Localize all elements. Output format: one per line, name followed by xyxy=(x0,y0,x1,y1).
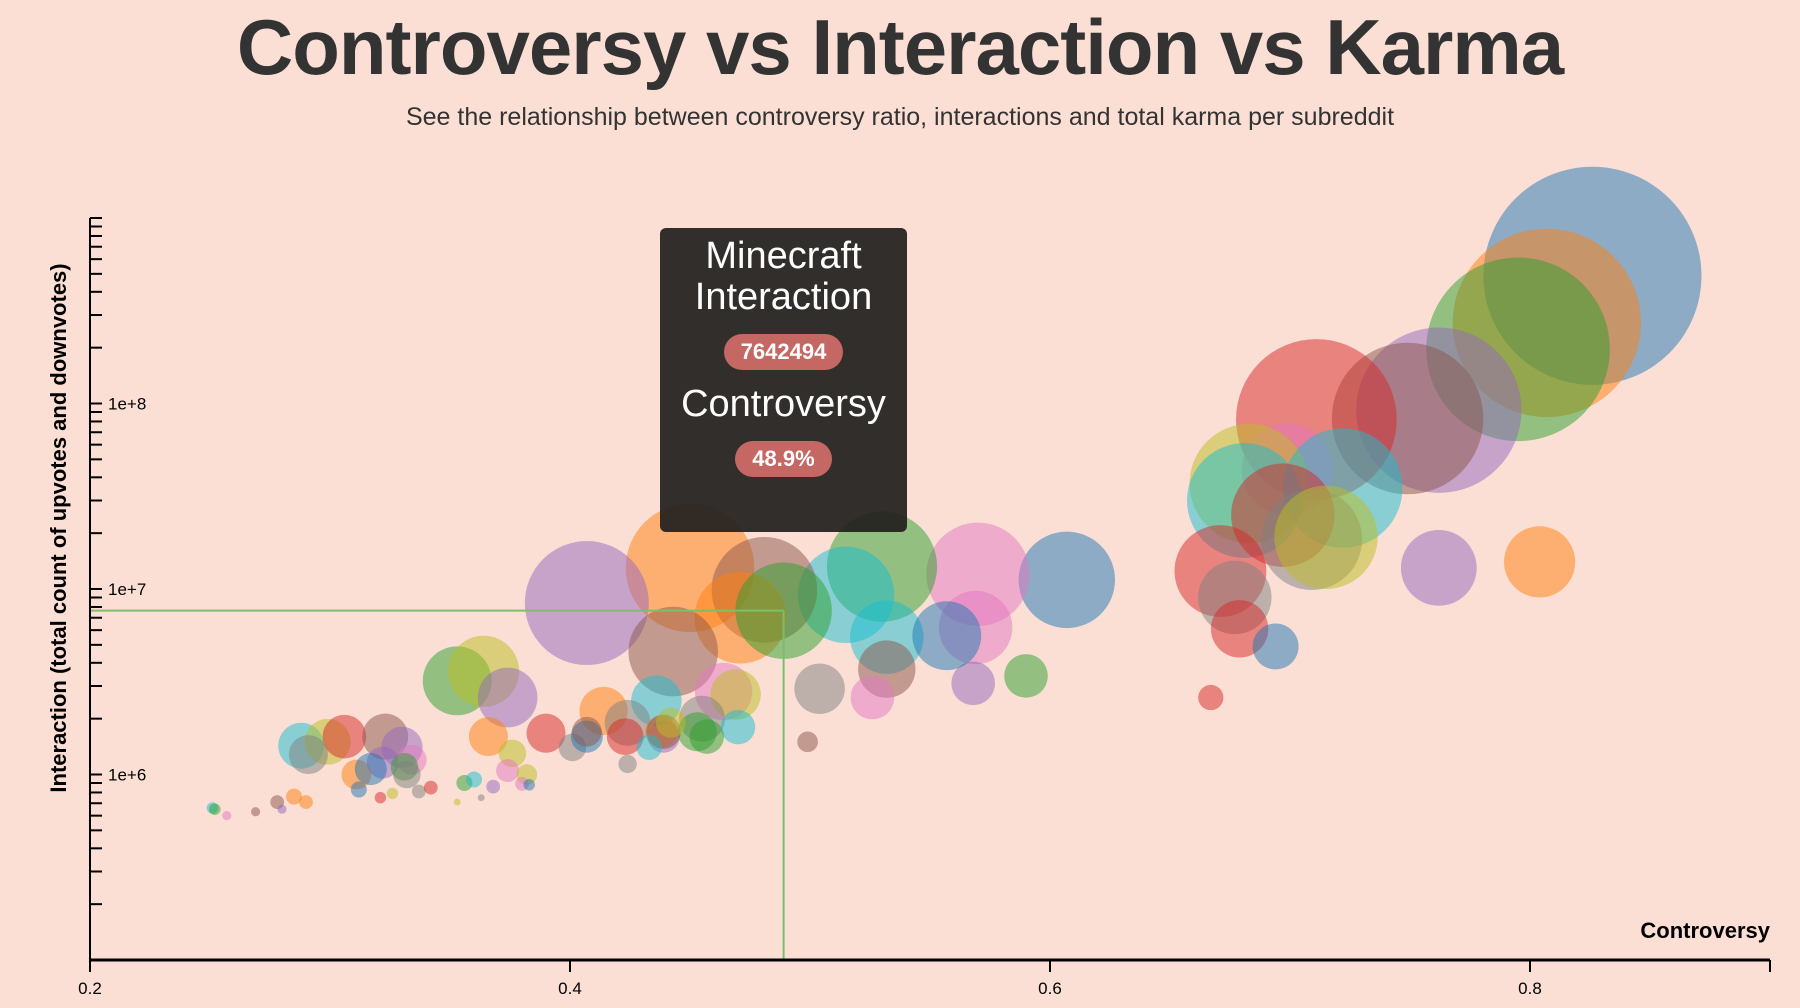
bubble-point[interactable] xyxy=(636,734,662,761)
tooltip-controversy-label: Controversy xyxy=(681,383,886,425)
x-tick-label: 0.4 xyxy=(558,979,582,998)
tooltip-controversy-value: 48.9% xyxy=(735,441,832,477)
bubble-point[interactable] xyxy=(689,719,725,754)
bubble-point[interactable] xyxy=(411,784,426,799)
bubble-point[interactable] xyxy=(523,779,535,791)
y-axis-label: Interaction (total count of upvotes and … xyxy=(46,263,71,792)
bubble-point[interactable] xyxy=(1004,654,1048,698)
bubble-point[interactable] xyxy=(222,811,232,821)
y-tick-label: 1e+6 xyxy=(108,766,146,785)
tooltip-interaction-label: Interaction xyxy=(694,276,873,318)
bubble-point[interactable] xyxy=(794,663,845,714)
x-axis: 0.2 0.4 0.6 0.8 xyxy=(78,958,1771,998)
bubble-point[interactable] xyxy=(850,675,895,720)
bubble-point[interactable] xyxy=(606,718,644,756)
bubble-point[interactable] xyxy=(951,661,996,706)
x-tick-label: 0.2 xyxy=(78,979,102,998)
bubble-point[interactable] xyxy=(465,771,483,788)
bubble-point[interactable] xyxy=(912,601,982,671)
bubble-point[interactable] xyxy=(1018,531,1116,629)
bubble-point[interactable] xyxy=(628,606,718,697)
bubble-point[interactable] xyxy=(299,795,313,809)
bubble-point[interactable] xyxy=(486,779,501,794)
bubble-point[interactable] xyxy=(524,541,649,666)
bubble-point[interactable] xyxy=(277,804,287,814)
bubble-point[interactable] xyxy=(1274,485,1378,589)
bubble-point[interactable] xyxy=(618,754,637,774)
bubble-point[interactable] xyxy=(655,707,686,738)
bubble-point[interactable] xyxy=(209,803,221,815)
bubble-point[interactable] xyxy=(393,760,421,789)
y-axis: 1e+6 1e+7 1e+8 xyxy=(89,217,146,961)
bubble-point[interactable] xyxy=(1400,529,1477,606)
x-axis-label: Controversy xyxy=(1640,918,1770,943)
bubble-point[interactable] xyxy=(477,794,485,802)
bubble-point[interactable] xyxy=(350,781,367,798)
bubble-point[interactable] xyxy=(720,709,756,745)
bubble-point[interactable] xyxy=(496,759,520,783)
bubble-point[interactable] xyxy=(710,669,761,720)
bubble-point[interactable] xyxy=(571,716,602,747)
y-tick-label: 1e+7 xyxy=(108,580,146,599)
page-title: Controversy vs Interaction vs Karma xyxy=(236,3,1564,91)
bubble-point[interactable] xyxy=(322,714,367,759)
bubble-point[interactable] xyxy=(477,667,538,728)
tooltip: Minecraft Interaction 7642494 Controvers… xyxy=(660,228,907,532)
bubble-point[interactable] xyxy=(1504,526,1576,598)
page-subtitle: See the relationship between controversy… xyxy=(405,103,1395,131)
bubble-point[interactable] xyxy=(374,791,387,804)
bubble-point[interactable] xyxy=(1198,684,1224,711)
bubble-point[interactable] xyxy=(386,787,399,800)
bubble-point[interactable] xyxy=(1252,623,1299,670)
x-tick-label: 0.6 xyxy=(1038,979,1062,998)
bubble-layer xyxy=(206,166,1702,821)
x-tick-label: 0.8 xyxy=(1518,979,1542,998)
bubble-point[interactable] xyxy=(453,798,461,806)
bubble-point[interactable] xyxy=(354,752,387,786)
y-tick-label: 1e+8 xyxy=(108,395,146,414)
bubble-point[interactable] xyxy=(288,735,328,775)
bubble-point[interactable] xyxy=(797,731,818,753)
bubble-point[interactable] xyxy=(285,788,303,805)
tooltip-interaction-value: 7642494 xyxy=(723,334,844,370)
bubble-point[interactable] xyxy=(423,780,438,795)
tooltip-subreddit-name: Minecraft xyxy=(705,235,862,277)
bubble-point[interactable] xyxy=(468,717,508,757)
bubble-point[interactable] xyxy=(526,713,566,753)
bubble-point[interactable] xyxy=(251,807,261,817)
